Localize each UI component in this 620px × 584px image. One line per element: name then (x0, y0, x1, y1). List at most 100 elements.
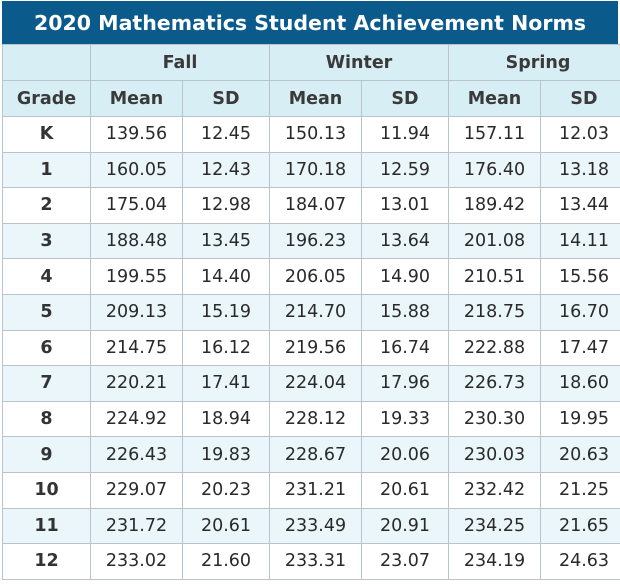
cell-spring-sd: 12.03 (541, 117, 620, 153)
cell-spring-mean: 226.73 (449, 366, 541, 402)
cell-spring-mean: 201.08 (449, 223, 541, 259)
cell-spring-sd: 18.60 (541, 366, 620, 402)
header-spring-sd: SD (541, 81, 620, 117)
cell-spring-mean: 230.03 (449, 437, 541, 473)
header-blank (3, 45, 91, 81)
cell-fall-sd: 20.23 (183, 472, 270, 508)
cell-spring-sd: 21.65 (541, 508, 620, 544)
cell-winter-mean: 233.49 (270, 508, 362, 544)
cell-fall-mean: 188.48 (91, 223, 183, 259)
table-header: Fall Winter Spring Grade Mean SD Mean SD… (3, 45, 620, 117)
cell-fall-sd: 19.83 (183, 437, 270, 473)
cell-spring-sd: 16.70 (541, 294, 620, 330)
cell-grade: 12 (3, 544, 91, 580)
header-fall-sd: SD (183, 81, 270, 117)
cell-fall-mean: 231.72 (91, 508, 183, 544)
cell-spring-mean: 232.42 (449, 472, 541, 508)
cell-grade: 1 (3, 152, 91, 188)
cell-fall-sd: 12.43 (183, 152, 270, 188)
cell-grade: 6 (3, 330, 91, 366)
cell-spring-mean: 189.42 (449, 188, 541, 224)
cell-winter-mean: 170.18 (270, 152, 362, 188)
cell-fall-sd: 20.61 (183, 508, 270, 544)
cell-spring-mean: 210.51 (449, 259, 541, 295)
cell-winter-mean: 224.04 (270, 366, 362, 402)
cell-spring-sd: 20.63 (541, 437, 620, 473)
cell-spring-sd: 13.18 (541, 152, 620, 188)
cell-grade: 2 (3, 188, 91, 224)
cell-winter-sd: 23.07 (362, 544, 449, 580)
cell-grade: 8 (3, 401, 91, 437)
cell-grade: 9 (3, 437, 91, 473)
cell-winter-mean: 206.05 (270, 259, 362, 295)
cell-fall-mean: 160.05 (91, 152, 183, 188)
cell-fall-mean: 139.56 (91, 117, 183, 153)
cell-grade: 3 (3, 223, 91, 259)
cell-spring-sd: 19.95 (541, 401, 620, 437)
cell-fall-sd: 12.98 (183, 188, 270, 224)
cell-fall-mean: 233.02 (91, 544, 183, 580)
cell-fall-sd: 16.12 (183, 330, 270, 366)
cell-spring-mean: 230.30 (449, 401, 541, 437)
cell-fall-mean: 224.92 (91, 401, 183, 437)
cell-winter-mean: 228.12 (270, 401, 362, 437)
cell-spring-mean: 218.75 (449, 294, 541, 330)
cell-winter-sd: 16.74 (362, 330, 449, 366)
cell-fall-mean: 220.21 (91, 366, 183, 402)
cell-winter-sd: 14.90 (362, 259, 449, 295)
cell-spring-sd: 17.47 (541, 330, 620, 366)
cell-winter-sd: 20.06 (362, 437, 449, 473)
cell-fall-sd: 21.60 (183, 544, 270, 580)
cell-winter-sd: 15.88 (362, 294, 449, 330)
cell-winter-mean: 196.23 (270, 223, 362, 259)
cell-fall-mean: 214.75 (91, 330, 183, 366)
cell-winter-sd: 17.96 (362, 366, 449, 402)
cell-winter-sd: 20.61 (362, 472, 449, 508)
cell-winter-mean: 214.70 (270, 294, 362, 330)
cell-fall-sd: 12.45 (183, 117, 270, 153)
cell-fall-mean: 226.43 (91, 437, 183, 473)
cell-fall-sd: 17.41 (183, 366, 270, 402)
cell-spring-mean: 222.88 (449, 330, 541, 366)
cell-spring-sd: 14.11 (541, 223, 620, 259)
cell-grade: 11 (3, 508, 91, 544)
cell-fall-mean: 175.04 (91, 188, 183, 224)
cell-fall-sd: 14.40 (183, 259, 270, 295)
header-group-spring: Spring (449, 45, 620, 81)
cell-winter-mean: 184.07 (270, 188, 362, 224)
cell-grade: K (3, 117, 91, 153)
cell-winter-sd: 19.33 (362, 401, 449, 437)
cell-fall-sd: 18.94 (183, 401, 270, 437)
cell-spring-sd: 21.25 (541, 472, 620, 508)
cell-winter-sd: 13.64 (362, 223, 449, 259)
cell-spring-mean: 234.25 (449, 508, 541, 544)
header-spring-mean: Mean (449, 81, 541, 117)
header-fall-mean: Mean (91, 81, 183, 117)
cell-winter-sd: 20.91 (362, 508, 449, 544)
cell-spring-sd: 15.56 (541, 259, 620, 295)
cell-winter-mean: 231.21 (270, 472, 362, 508)
header-winter-mean: Mean (270, 81, 362, 117)
header-winter-sd: SD (362, 81, 449, 117)
cell-fall-mean: 229.07 (91, 472, 183, 508)
cell-winter-sd: 12.59 (362, 152, 449, 188)
cell-winter-sd: 11.94 (362, 117, 449, 153)
cell-spring-sd: 13.44 (541, 188, 620, 224)
cell-winter-mean: 219.56 (270, 330, 362, 366)
cell-winter-mean: 150.13 (270, 117, 362, 153)
cell-fall-mean: 199.55 (91, 259, 183, 295)
cell-winter-mean: 228.67 (270, 437, 362, 473)
cell-fall-sd: 13.45 (183, 223, 270, 259)
